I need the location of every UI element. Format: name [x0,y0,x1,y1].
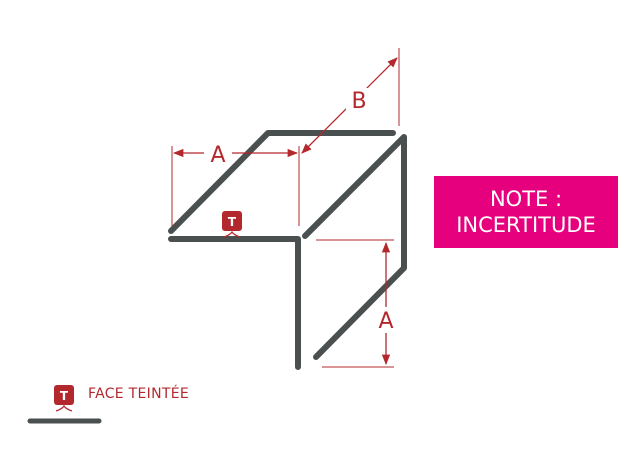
profile-right-face [302,134,407,360]
legend-label: FACE TEINTÉE [88,386,190,402]
dimension-a-right-label: A [378,309,393,334]
tinted-face-badge-letter: T [228,215,237,229]
legend-badge-letter: T [60,389,69,403]
note-line-1: NOTE : [489,187,563,211]
dimension-b-label: B [351,89,366,114]
note-line-2: INCERTITUDE [456,213,596,237]
tinted-face-badge: T [222,211,242,238]
note-box: NOTE : INCERTITUDE [434,176,618,248]
dimension-a-top-label: A [210,143,225,168]
legend-tinted-face: T [27,385,102,424]
dimension-extension-lines [171,48,400,368]
angle-profile [168,130,407,370]
profile-front-face [168,236,301,370]
